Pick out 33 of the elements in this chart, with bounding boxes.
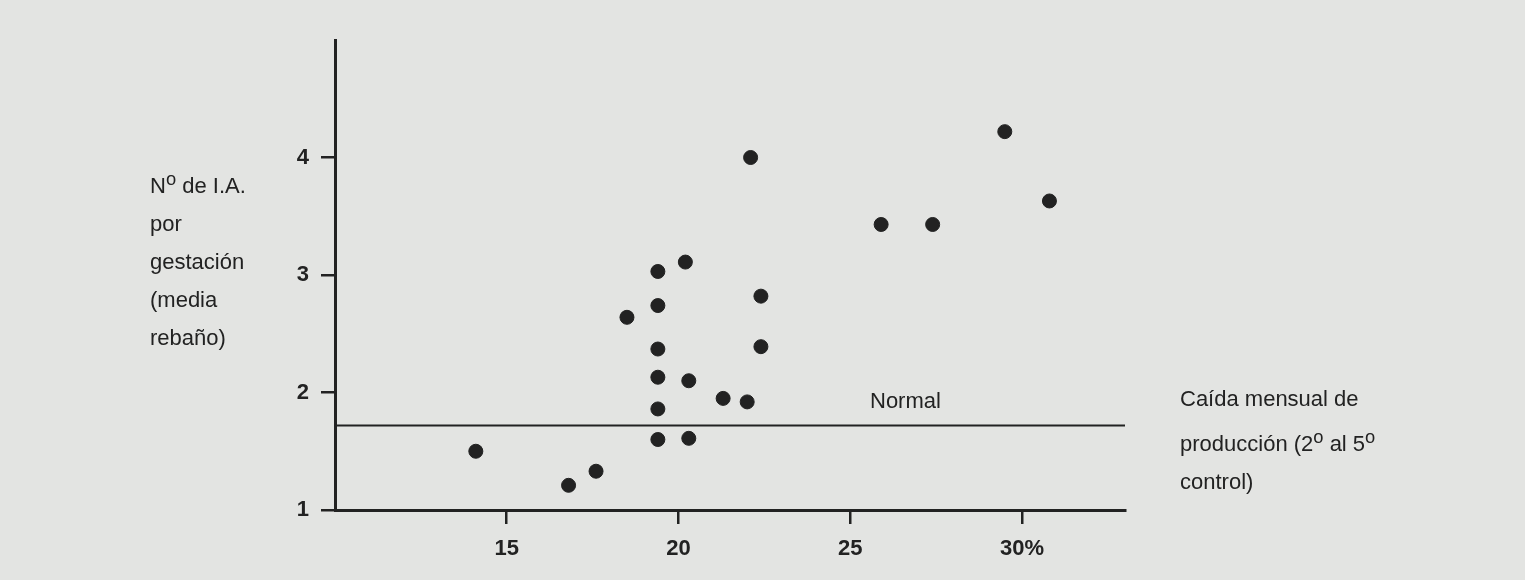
point bbox=[588, 463, 604, 479]
y-tick-label: 1 bbox=[296, 496, 309, 522]
point bbox=[1041, 193, 1057, 209]
point bbox=[743, 150, 759, 165]
point bbox=[650, 432, 666, 447]
point bbox=[619, 309, 635, 325]
point bbox=[681, 373, 697, 389]
point bbox=[753, 339, 769, 355]
point bbox=[715, 390, 731, 406]
y-tick-label: 3 bbox=[296, 261, 309, 287]
point bbox=[997, 124, 1013, 140]
point bbox=[739, 394, 755, 410]
point bbox=[561, 477, 577, 493]
point bbox=[753, 288, 769, 304]
x-tick-label: 20 bbox=[666, 535, 691, 561]
point bbox=[650, 341, 666, 357]
point bbox=[925, 216, 941, 232]
point bbox=[873, 216, 889, 232]
y-axis-title: N$^{o}$ de I.A. por gestación (media rebaño) bbox=[150, 167, 247, 353]
point bbox=[468, 443, 484, 459]
point bbox=[681, 430, 697, 446]
point bbox=[650, 298, 666, 314]
point bbox=[650, 401, 666, 417]
point bbox=[650, 263, 666, 279]
text: Caída mensual de producción (2$^{o}$ al 5$^{o}$ control) bbox=[1180, 386, 1376, 495]
point bbox=[677, 254, 693, 270]
ref-line-label: Normal bbox=[870, 388, 941, 414]
y-tick-label: 4 bbox=[296, 143, 310, 169]
x-tick-label: 30% bbox=[999, 535, 1044, 561]
point bbox=[650, 369, 666, 385]
y-tick-label: 2 bbox=[296, 378, 309, 404]
x-tick-label: 25 bbox=[837, 535, 863, 561]
x-tick-label: 15 bbox=[494, 535, 519, 561]
